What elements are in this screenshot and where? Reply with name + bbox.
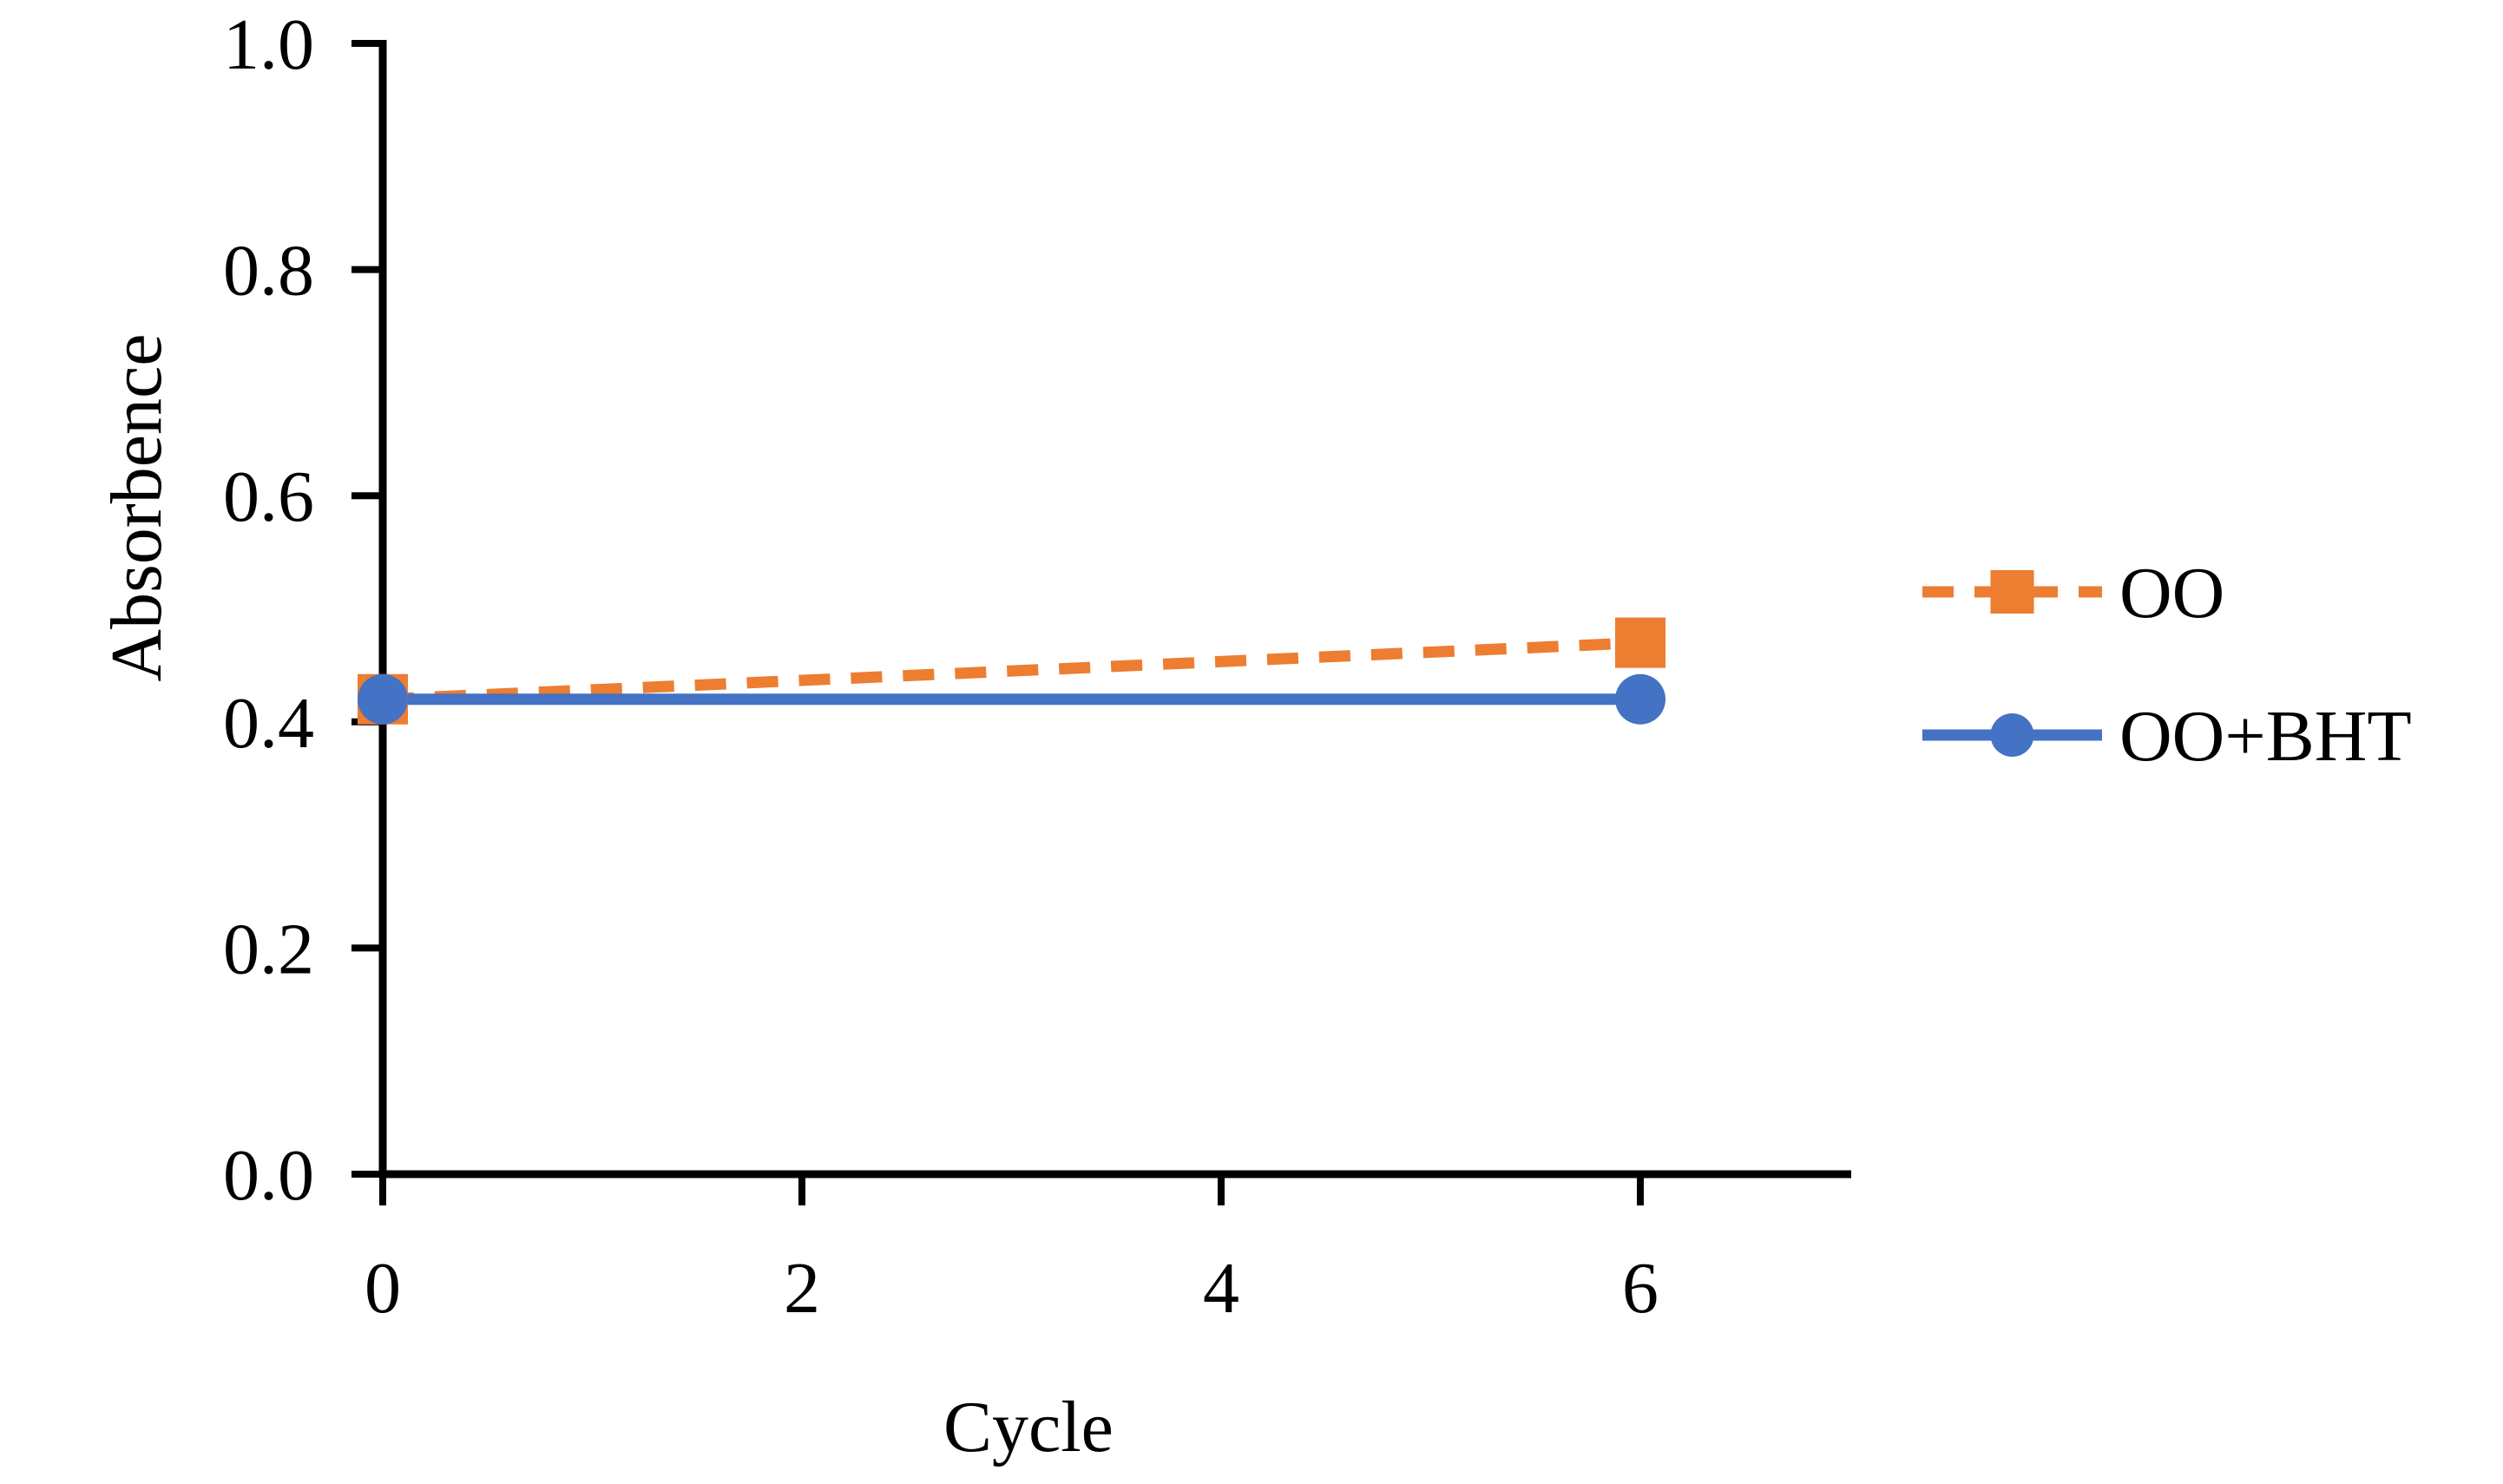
data-point-circle: [1615, 673, 1665, 725]
legend-label: OO+BHT: [2119, 696, 2412, 777]
legend-marker-square: [1990, 570, 2034, 614]
y-tick-label: 0.2: [223, 909, 314, 989]
y-tick-label: 1.0: [223, 4, 314, 85]
legend-marker-circle: [1990, 713, 2034, 757]
x-tick-label: 6: [1622, 1248, 1659, 1329]
x-tick-label: 2: [784, 1248, 820, 1329]
series-group: [358, 617, 1665, 725]
axes: 0.0 0.2 0.4 0.6 0.8 1.0 0 2 4 6: [223, 4, 1851, 1329]
data-point-square: [1615, 617, 1665, 668]
data-point-circle: [358, 673, 408, 725]
y-tick-label: 0.4: [223, 683, 314, 764]
legend: OO OO+BHT: [1922, 553, 2412, 777]
x-tick-label: 0: [365, 1248, 401, 1329]
y-tick-label: 0.8: [223, 231, 314, 312]
series-line-oo: [382, 637, 1641, 706]
y-axis-title: Absorbence: [96, 333, 177, 681]
y-tick-label: 0.0: [223, 1135, 314, 1216]
x-axis-title: Cycle: [943, 1387, 1114, 1468]
y-tick-label: 0.6: [223, 456, 314, 537]
legend-label: OO: [2119, 553, 2224, 634]
x-tick-label: 4: [1203, 1248, 1239, 1329]
